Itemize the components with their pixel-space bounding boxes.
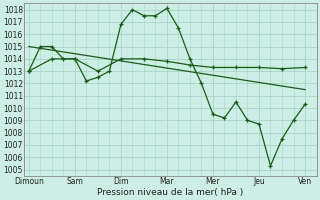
X-axis label: Pression niveau de la mer( hPa ): Pression niveau de la mer( hPa ) bbox=[97, 188, 244, 197]
